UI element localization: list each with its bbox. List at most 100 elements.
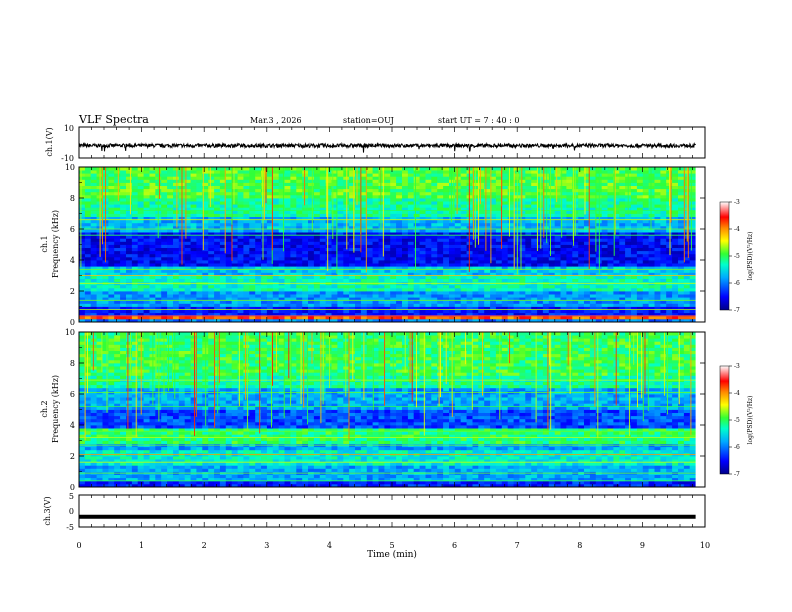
spectrogram-cell bbox=[84, 306, 92, 310]
spectrogram-cell bbox=[490, 216, 497, 221]
spectrogram-cell bbox=[566, 216, 573, 221]
spectrogram-cell bbox=[302, 225, 309, 230]
spectrogram-cell bbox=[355, 241, 362, 245]
spectrogram-cell bbox=[190, 306, 197, 310]
spectrogram-cell bbox=[308, 312, 315, 317]
spectrogram-cell bbox=[302, 315, 309, 320]
spectrogram-cell bbox=[313, 297, 321, 301]
spectrogram-cell bbox=[548, 284, 556, 289]
spectrogram-cell bbox=[266, 312, 274, 317]
spectrogram-cell bbox=[372, 278, 379, 283]
spectrogram-cell bbox=[272, 266, 280, 270]
spectrogram-cell bbox=[572, 253, 579, 258]
spectrogram-cell bbox=[120, 198, 127, 202]
spectrogram-cell bbox=[155, 284, 162, 289]
spectrogram-cell bbox=[108, 256, 115, 261]
spectrogram-cell bbox=[490, 182, 497, 186]
spectrogram-cell bbox=[219, 170, 227, 174]
spectrogram-cell bbox=[554, 201, 561, 205]
spectrogram-cell bbox=[137, 238, 144, 242]
spectrogram-cell bbox=[560, 198, 567, 202]
spectrogram-cell bbox=[173, 173, 180, 177]
spectrogram-cell bbox=[642, 210, 650, 214]
spectrogram-cell bbox=[501, 312, 509, 317]
spectrogram-cell bbox=[572, 312, 579, 317]
spectrogram-cell bbox=[419, 173, 426, 177]
spectrogram-cell bbox=[449, 275, 456, 279]
spectrogram-cell bbox=[642, 185, 650, 190]
spectrogram-cell bbox=[636, 232, 644, 236]
spectrogram-cell bbox=[601, 247, 608, 252]
spectrogram-cell bbox=[90, 278, 97, 283]
spectrogram-cell bbox=[449, 247, 456, 252]
spectrogram-cell bbox=[589, 176, 597, 180]
spectrogram-cell bbox=[466, 260, 473, 264]
spectrogram-cell bbox=[331, 201, 338, 205]
spectrogram-cell bbox=[378, 204, 385, 208]
spectrogram-cell bbox=[343, 291, 350, 295]
spectrogram-cell bbox=[313, 260, 321, 264]
spectrogram-cell bbox=[84, 191, 92, 196]
spectrogram-cell bbox=[443, 204, 450, 208]
spectrogram-cell bbox=[501, 294, 509, 298]
spectrogram-cell bbox=[137, 225, 144, 230]
spectrogram-cell bbox=[255, 219, 262, 224]
spectrogram-cell bbox=[355, 235, 362, 239]
spectrogram-cell bbox=[272, 179, 280, 183]
spectrogram-cell bbox=[79, 297, 86, 301]
spectrogram-cell bbox=[384, 170, 391, 174]
spectrogram-cell bbox=[214, 213, 221, 217]
spectrogram-cell bbox=[249, 185, 256, 190]
spectrogram-cell bbox=[484, 167, 491, 171]
spectrogram-cell bbox=[325, 185, 332, 190]
spectrogram-cell bbox=[607, 188, 614, 193]
spectrogram-cell bbox=[625, 247, 632, 252]
spectrogram-cell bbox=[343, 294, 350, 298]
spectrogram-cell bbox=[149, 229, 156, 233]
spectrogram-cell bbox=[120, 312, 127, 317]
spectrogram-cell bbox=[131, 297, 139, 301]
spectrogram-cell bbox=[343, 318, 350, 323]
spectrogram-cell bbox=[284, 207, 291, 211]
spectrogram-cell bbox=[525, 210, 532, 214]
spectrogram-cell bbox=[490, 263, 497, 267]
spectrogram-cell bbox=[131, 291, 139, 295]
spectrogram-cell bbox=[255, 225, 262, 230]
spectrogram-cell bbox=[343, 284, 350, 289]
spectrogram-cell bbox=[114, 260, 121, 264]
spectrogram-cell bbox=[343, 303, 350, 307]
spectrogram-cell bbox=[143, 210, 150, 214]
spectrogram-cell bbox=[249, 179, 256, 183]
spectrogram-cell bbox=[266, 213, 274, 217]
spectrogram-cell bbox=[143, 260, 150, 264]
spectrogram-cell bbox=[202, 204, 209, 208]
spectrogram-cell bbox=[554, 272, 561, 276]
spectrogram-cell bbox=[619, 284, 626, 289]
spectrogram-cell bbox=[120, 238, 127, 242]
spectrogram-cell bbox=[214, 170, 221, 174]
spectrogram-cell bbox=[654, 170, 661, 174]
spectrogram-cell bbox=[437, 291, 444, 295]
spectrogram-cell bbox=[337, 173, 344, 177]
spectrogram-cell bbox=[173, 210, 180, 214]
spectrogram-cell bbox=[319, 225, 327, 230]
spectrogram-cell bbox=[366, 194, 374, 199]
spectrogram-cell bbox=[607, 278, 614, 283]
spectrogram-cell bbox=[396, 263, 403, 267]
spectrogram-cell bbox=[149, 176, 156, 180]
spectrogram-cell bbox=[407, 182, 415, 186]
spectrogram-cell bbox=[542, 167, 550, 171]
spectrogram-cell bbox=[607, 185, 614, 190]
spectrogram-cell bbox=[167, 291, 174, 295]
spectrogram-cell bbox=[143, 213, 150, 217]
spectrogram-cell bbox=[231, 176, 238, 180]
spectrogram-cell bbox=[190, 225, 197, 230]
spectrogram-cell bbox=[337, 250, 344, 255]
spectrogram-cell bbox=[331, 275, 338, 279]
spectrogram-cell bbox=[296, 272, 303, 276]
spectrogram-cell bbox=[548, 309, 556, 314]
spectrogram-cell bbox=[114, 238, 121, 242]
spectrogram-cell bbox=[372, 303, 379, 307]
spectrogram-cell bbox=[149, 173, 156, 177]
spectrogram-cell bbox=[108, 306, 115, 310]
